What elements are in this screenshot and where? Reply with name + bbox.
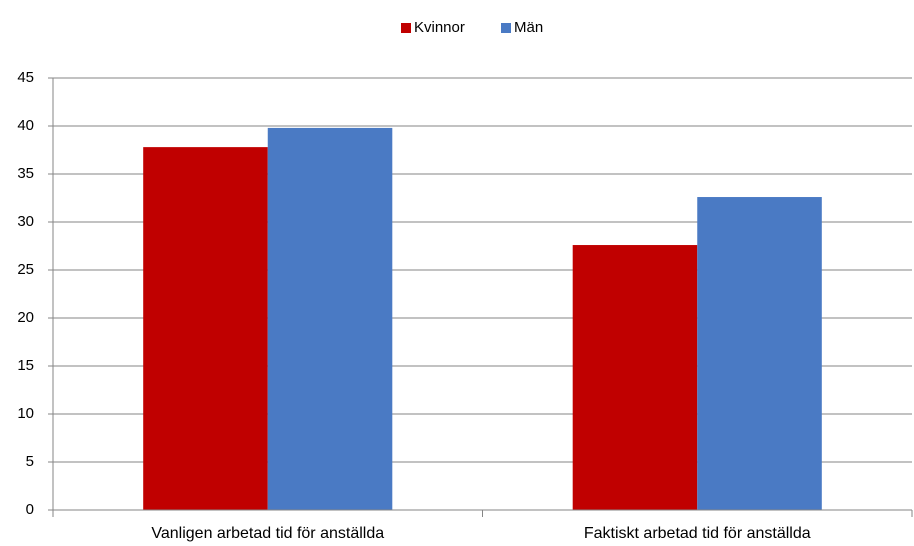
- legend-label: Män: [514, 19, 543, 36]
- y-tick-label: 10: [17, 405, 34, 422]
- y-tick-label: 40: [17, 117, 34, 134]
- x-tick-label: Vanligen arbetad tid för anställda: [151, 525, 384, 542]
- y-tick-label: 45: [17, 69, 34, 86]
- bar: [697, 197, 822, 511]
- y-tick-label: 15: [17, 357, 34, 374]
- x-tick-label: Faktiskt arbetad tid för anställda: [584, 525, 811, 542]
- legend-swatch: [401, 23, 411, 33]
- y-tick-label: 30: [17, 213, 34, 230]
- legend-swatch: [501, 23, 511, 33]
- bar: [572, 245, 698, 511]
- y-tick-label: 35: [17, 165, 34, 182]
- y-tick-label: 5: [26, 453, 34, 470]
- y-tick-label: 0: [26, 501, 34, 518]
- y-tick-label: 20: [17, 309, 34, 326]
- bar: [267, 127, 393, 511]
- legend-label: Kvinnor: [414, 19, 465, 36]
- y-tick-label: 25: [17, 261, 34, 278]
- bar: [143, 147, 268, 510]
